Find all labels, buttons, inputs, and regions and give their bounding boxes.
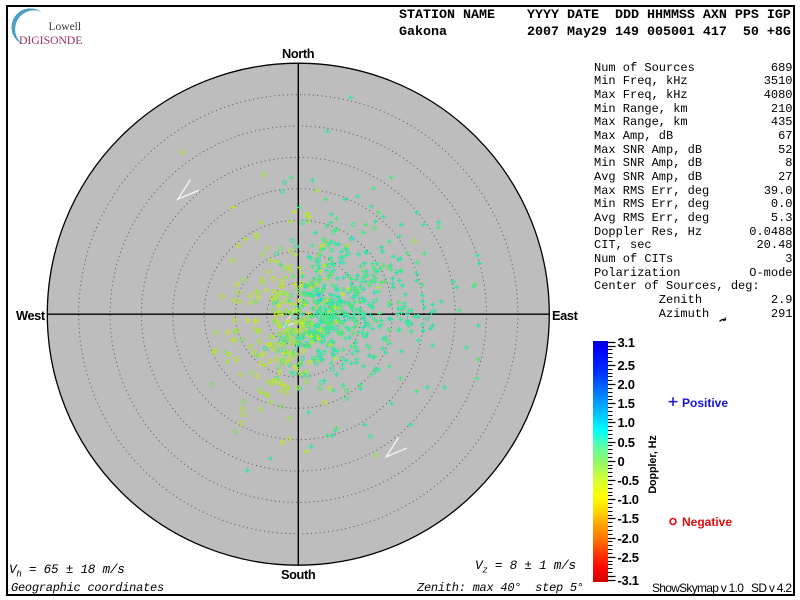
svg-text:Doppler, Hz: Doppler, Hz [647, 435, 659, 494]
